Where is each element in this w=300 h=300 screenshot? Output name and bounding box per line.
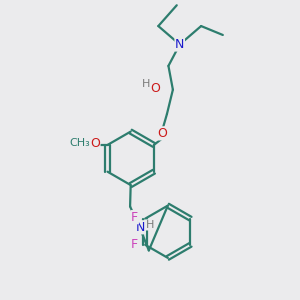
Text: F: F [130,238,137,251]
Text: F: F [131,211,138,224]
Text: O: O [158,127,167,140]
Text: N: N [136,221,145,234]
Text: O: O [151,82,160,95]
Text: N: N [175,38,184,51]
Text: CH₃: CH₃ [69,138,90,148]
Text: H: H [142,79,151,89]
Text: H: H [146,220,154,230]
Text: O: O [90,137,100,150]
